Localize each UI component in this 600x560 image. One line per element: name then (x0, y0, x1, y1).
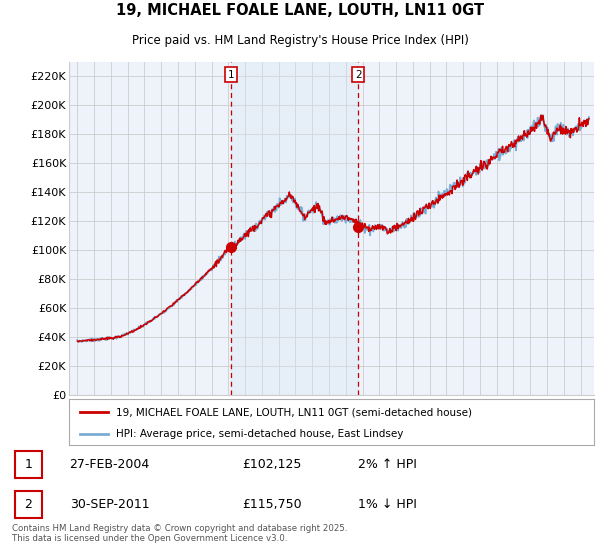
Text: 2: 2 (25, 498, 32, 511)
FancyBboxPatch shape (15, 451, 42, 478)
Text: 1: 1 (25, 458, 32, 471)
Text: 19, MICHAEL FOALE LANE, LOUTH, LN11 0GT (semi-detached house): 19, MICHAEL FOALE LANE, LOUTH, LN11 0GT … (116, 407, 472, 417)
Text: 1: 1 (227, 69, 234, 80)
Bar (231, 62, 358, 395)
Text: 2% ↑ HPI: 2% ↑ HPI (358, 458, 416, 471)
Text: 19, MICHAEL FOALE LANE, LOUTH, LN11 0GT: 19, MICHAEL FOALE LANE, LOUTH, LN11 0GT (116, 3, 484, 18)
Text: 2: 2 (355, 69, 362, 80)
Text: Contains HM Land Registry data © Crown copyright and database right 2025.
This d: Contains HM Land Registry data © Crown c… (12, 524, 347, 543)
Text: 27-FEB-2004: 27-FEB-2004 (70, 458, 150, 471)
Text: Price paid vs. HM Land Registry's House Price Index (HPI): Price paid vs. HM Land Registry's House … (131, 34, 469, 47)
Text: £115,750: £115,750 (242, 498, 302, 511)
Text: 1% ↓ HPI: 1% ↓ HPI (358, 498, 416, 511)
Text: 30-SEP-2011: 30-SEP-2011 (70, 498, 149, 511)
Text: £102,125: £102,125 (242, 458, 302, 471)
FancyBboxPatch shape (15, 492, 42, 518)
Text: HPI: Average price, semi-detached house, East Lindsey: HPI: Average price, semi-detached house,… (116, 429, 404, 438)
